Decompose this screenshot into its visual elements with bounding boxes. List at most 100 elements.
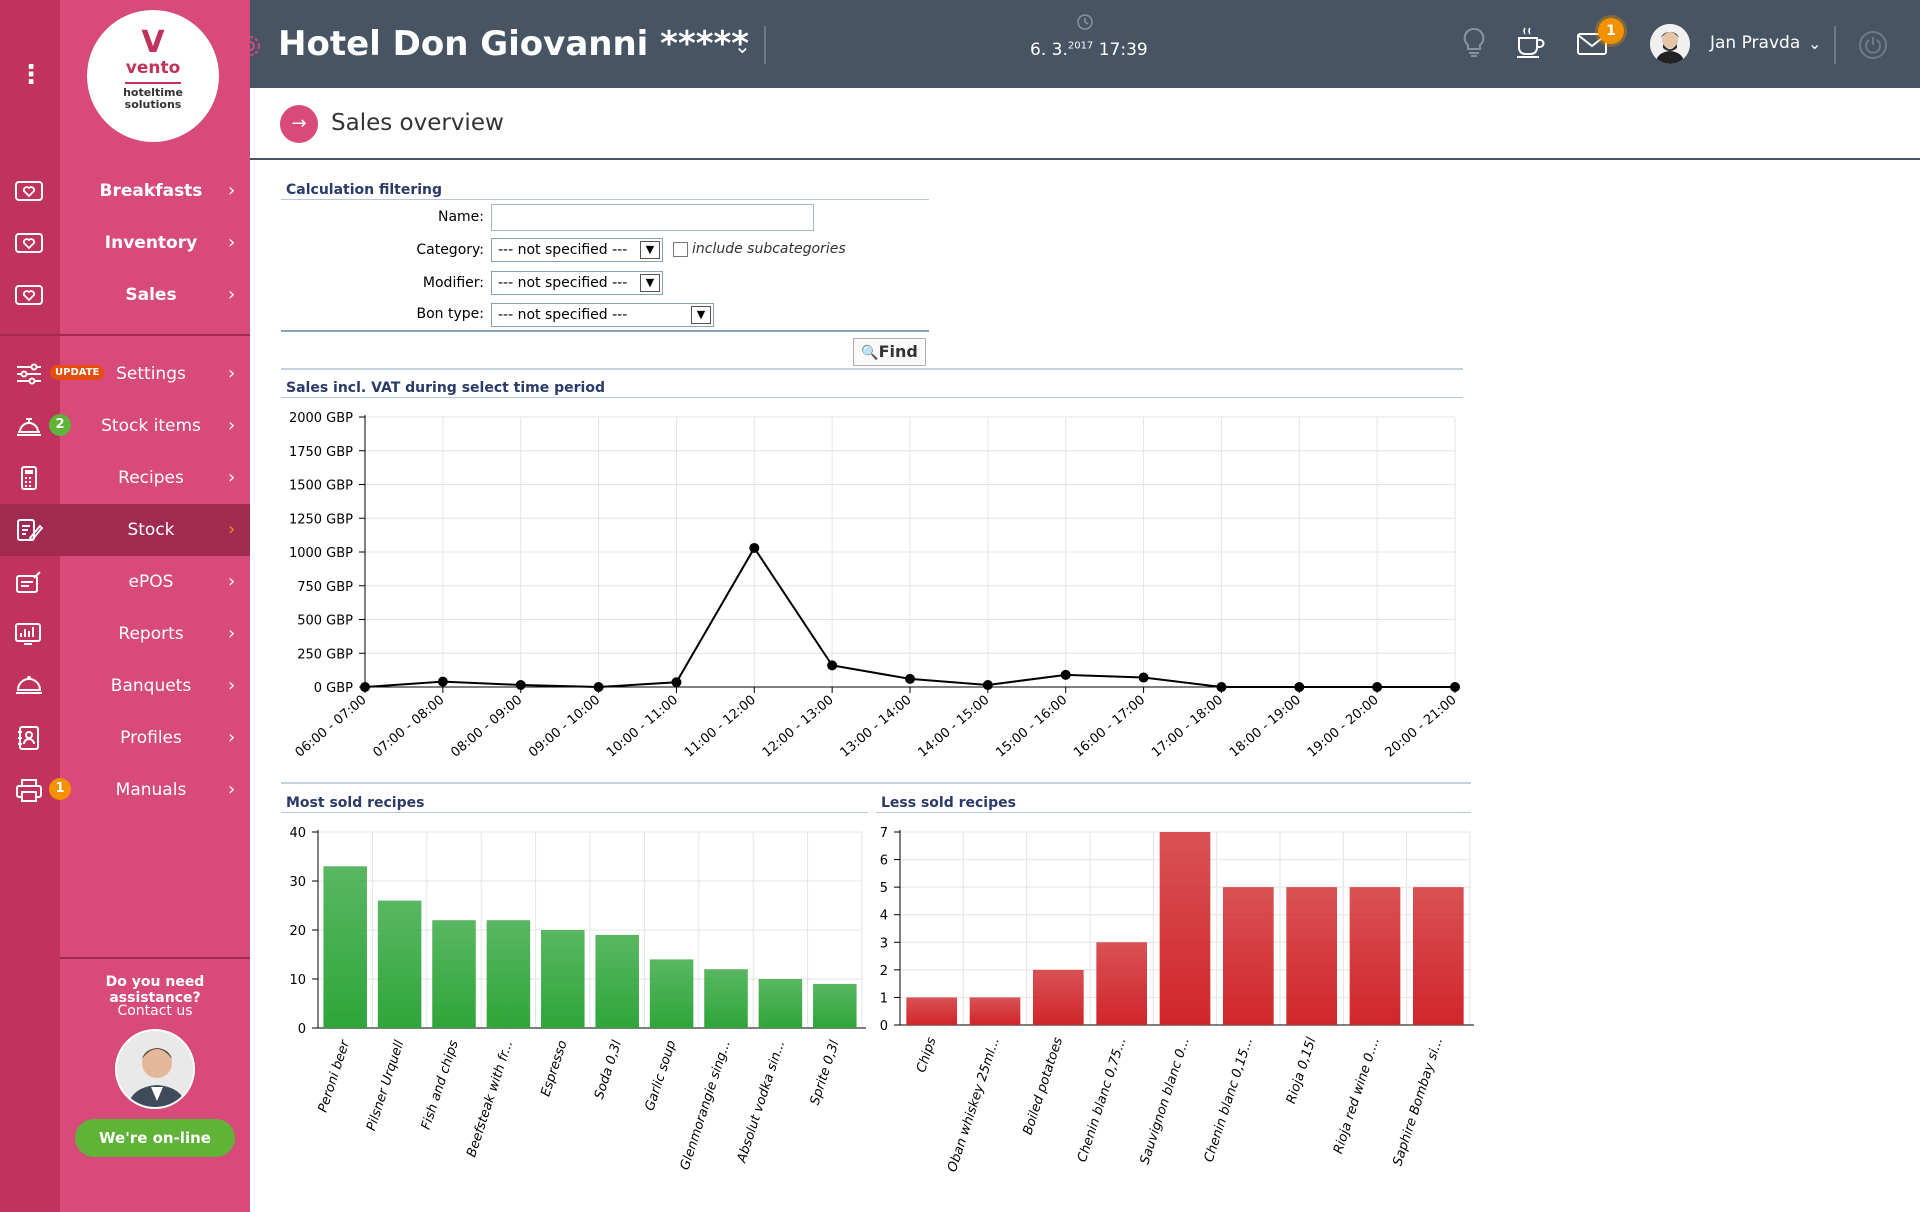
sidebar-item-settings[interactable]: UPDATE Settings › — [0, 348, 250, 400]
bar — [486, 920, 531, 1028]
y-tick-label: 250 GBP — [297, 647, 353, 662]
bar — [432, 920, 476, 1028]
x-tick-label: 08:00 - 09:00 — [448, 693, 525, 761]
sidebar-item-stock[interactable]: Stock › — [0, 504, 250, 556]
sidebar-item-profiles[interactable]: Profiles › — [0, 712, 250, 764]
chevron-down-icon[interactable]: ⌄ — [1808, 34, 1822, 53]
x-tick-label: Beefsteak with fr... — [464, 1039, 516, 1160]
y-tick-label: 1000 GBP — [289, 546, 353, 561]
sidebar-divider — [60, 957, 250, 959]
sidebar-item-reports[interactable]: Reports › — [0, 608, 250, 660]
top-divider — [1834, 26, 1836, 64]
online-chat-button[interactable]: We're on-line — [75, 1119, 235, 1157]
y-tick-label: 30 — [289, 875, 306, 890]
bon-type-select[interactable]: --- not specified --- ▼ — [491, 303, 714, 327]
x-tick-label: Espresso — [538, 1039, 570, 1099]
x-tick-label: 20:00 - 21:00 — [1383, 693, 1460, 761]
bar — [1096, 942, 1147, 1025]
lightbulb-icon[interactable] — [1457, 24, 1491, 60]
name-input[interactable] — [491, 204, 814, 231]
chevron-right-icon: › — [228, 519, 236, 540]
chevron-right-icon: › — [228, 415, 236, 436]
sidebar-item-breakfasts[interactable]: Breakfasts › — [0, 165, 250, 217]
x-tick-label: Soda 0,3l — [592, 1038, 625, 1101]
sidebar-item-epos[interactable]: ePOS › — [0, 556, 250, 608]
sidebar-item-label: ePOS — [128, 572, 174, 592]
data-point — [1060, 669, 1071, 680]
x-tick-label: Peroni beer — [316, 1037, 354, 1114]
sidebar-item-banquets[interactable]: Banquets › — [0, 660, 250, 712]
printer-icon — [16, 779, 42, 802]
coffee-icon[interactable] — [1513, 24, 1547, 60]
chevron-right-icon: › — [228, 675, 236, 696]
top-divider — [764, 26, 766, 64]
sidebar-item-sales[interactable]: Sales › — [0, 269, 250, 321]
logo[interactable]: V vento hoteltime solutions — [87, 10, 219, 142]
cloche-icon — [16, 676, 42, 694]
section-divider — [281, 397, 1463, 398]
x-tick-label: 18:00 - 19:00 — [1227, 693, 1304, 761]
chevron-right-icon: › — [228, 467, 236, 488]
count-badge: 2 — [49, 414, 71, 436]
x-tick-label: Chenin blanc 0,75... — [1075, 1036, 1130, 1164]
update-badge: UPDATE — [50, 365, 105, 380]
contact-us-link[interactable]: Contact us — [117, 1003, 193, 1019]
find-button[interactable]: 🔍Find — [853, 338, 926, 366]
sidebar-item-manuals[interactable]: 1 Manuals › — [0, 764, 250, 816]
x-tick-label: Garlic soup — [643, 1039, 680, 1113]
sidebar-item-label: Reports — [118, 624, 184, 644]
bar — [1223, 887, 1274, 1025]
modifier-select[interactable]: --- not specified --- ▼ — [491, 271, 663, 295]
chevron-right-icon: › — [228, 232, 236, 253]
y-tick-label: 0 GBP — [314, 681, 353, 696]
power-icon[interactable] — [1858, 30, 1888, 60]
heart-card-icon — [15, 181, 43, 201]
line-chart-title: Sales incl. VAT during select time perio… — [286, 380, 605, 396]
sidebar-item-label: Stock items — [101, 416, 201, 436]
bar — [1349, 887, 1401, 1025]
chevron-down-icon: ▼ — [691, 306, 711, 324]
y-tick-label: 4 — [880, 909, 888, 924]
hotel-name[interactable]: Hotel Don Giovanni ***** — [278, 24, 750, 64]
category-select[interactable]: --- not specified --- ▼ — [491, 238, 663, 262]
chevron-down-icon[interactable]: ⌄ — [734, 34, 751, 58]
sidebar-item-label: Manuals — [115, 780, 187, 800]
current-time: 17:39 — [1098, 40, 1148, 60]
avatar[interactable] — [1650, 24, 1690, 64]
y-tick-label: 7 — [880, 826, 888, 841]
y-tick-label: 3 — [880, 936, 888, 951]
logo-name: vento — [125, 58, 181, 78]
chevron-down-icon: ▼ — [640, 274, 660, 292]
filter-section-title: Calculation filtering — [286, 182, 443, 198]
bar — [377, 900, 422, 1028]
sales-line-chart: 0 GBP 250 GBP 500 GBP 750 GBP 1000 GBP 1250 G… — [289, 411, 1460, 761]
x-tick-label: Rioja 0,15l — [1284, 1035, 1320, 1105]
sidebar-item-stock-items[interactable]: 2 Stock items › — [0, 400, 250, 452]
x-tick-label: Oban whiskey 25ml... — [945, 1036, 1003, 1174]
data-point — [1216, 682, 1227, 692]
sidebar-item-label: Banquets — [110, 676, 192, 696]
sidebar-item-label: Breakfasts — [99, 181, 203, 201]
x-tick-label: Boiled potatoes — [1020, 1035, 1066, 1136]
user-name[interactable]: Jan Pravda — [1710, 33, 1801, 53]
chevron-right-icon: › — [228, 779, 236, 800]
bar — [1033, 969, 1084, 1025]
x-tick-label: 16:00 - 17:00 — [1071, 693, 1148, 761]
sidebar-item-inventory[interactable]: Inventory › — [0, 217, 250, 269]
sidebar-nav — [60, 0, 250, 1212]
x-tick-label: 09:00 - 10:00 — [526, 693, 603, 761]
y-tick-label: 1250 GBP — [289, 512, 353, 527]
gear-icon[interactable] — [238, 34, 262, 58]
x-tick-label: Fish and chips — [419, 1038, 462, 1131]
logo-sub1: hoteltime — [123, 86, 183, 99]
y-tick-label: 2 — [880, 964, 888, 979]
x-tick-label: 15:00 - 16:00 — [993, 693, 1070, 761]
menu-dots-icon[interactable]: ⋮ — [18, 60, 44, 90]
y-tick-label: 2000 GBP — [289, 411, 353, 426]
support-avatar — [115, 1029, 195, 1109]
y-tick-label: 10 — [289, 973, 306, 988]
find-button-label: Find — [878, 342, 918, 361]
sidebar-item-recipes[interactable]: Recipes › — [0, 452, 250, 504]
calculator-icon — [21, 466, 37, 490]
include-subcategories-checkbox[interactable] — [673, 242, 688, 257]
